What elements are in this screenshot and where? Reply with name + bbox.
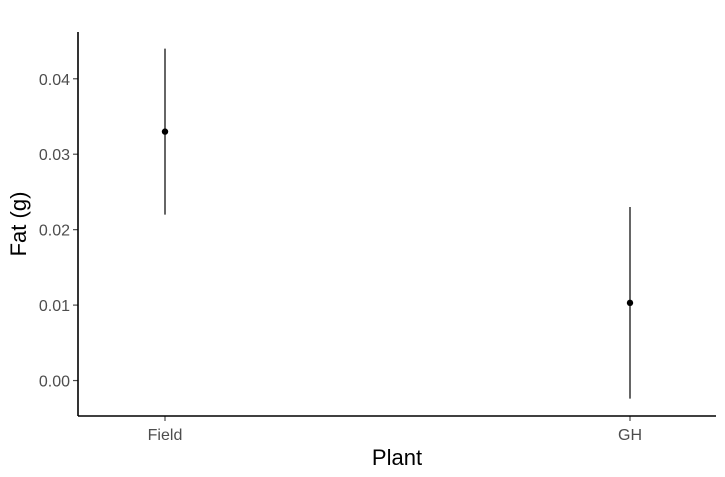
x-ticks-layer: Field GH	[148, 416, 642, 444]
data-point-gh	[626, 299, 634, 307]
marks-layer	[161, 48, 634, 399]
x-tick-label-field: Field	[148, 427, 183, 444]
y-tick-label: 0.01	[39, 298, 70, 315]
data-point-field	[161, 128, 169, 135]
y-tick-label: 0.04	[39, 72, 70, 89]
y-tick-label: 0.00	[39, 374, 70, 391]
y-axis-title: Fat (g)	[6, 192, 31, 257]
y-tick-label: 0.03	[39, 147, 70, 164]
x-tick-label-gh: GH	[618, 427, 642, 444]
y-tick-label: 0.02	[39, 223, 70, 240]
x-axis-title: Plant	[372, 445, 422, 470]
y-ticks-layer: 0.00 0.01 0.02 0.03 0.04	[39, 72, 78, 391]
